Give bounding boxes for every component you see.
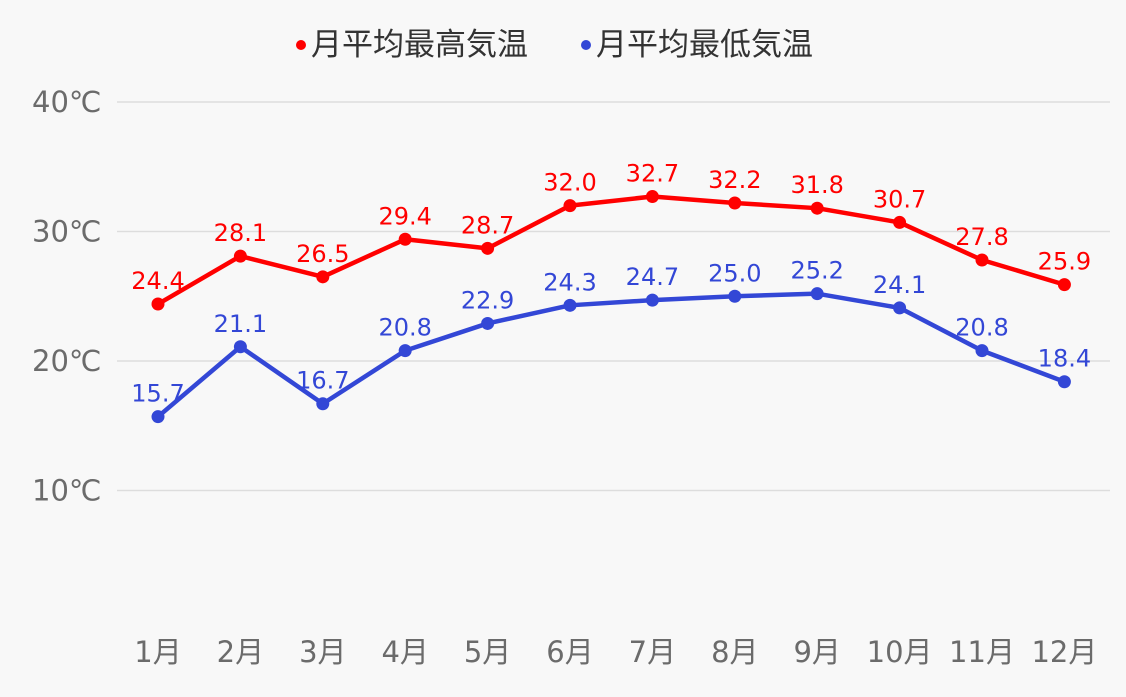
data-point[interactable] xyxy=(810,287,824,301)
data-label: 21.1 xyxy=(214,310,267,338)
legend: 月平均最高気温 月平均最低気温 xyxy=(296,27,813,63)
x-tick-label: 1月 xyxy=(134,635,181,669)
x-tick-label: 4月 xyxy=(381,635,428,669)
data-label: 28.7 xyxy=(461,211,514,239)
y-tick-label: 30℃ xyxy=(32,215,101,249)
data-label: 25.9 xyxy=(1038,248,1091,276)
data-point[interactable] xyxy=(481,316,495,330)
data-label: 28.1 xyxy=(214,219,267,247)
series-group: 24.4 28.1 26.5 29.4 28.7 32.0 32.7 32.2 31.8 30.7… xyxy=(131,160,1091,424)
data-point[interactable] xyxy=(893,215,907,229)
data-label: 26.5 xyxy=(296,240,349,268)
data-point[interactable] xyxy=(728,289,742,303)
data-label: 32.7 xyxy=(626,160,679,188)
y-axis: 10℃ 20℃ 30℃ 40℃ xyxy=(32,85,101,508)
data-label: 24.4 xyxy=(131,267,184,295)
data-point[interactable] xyxy=(481,241,495,255)
data-label: 29.4 xyxy=(378,202,431,230)
data-point[interactable] xyxy=(975,253,989,267)
x-tick-label: 9月 xyxy=(793,635,840,669)
data-point[interactable] xyxy=(398,344,412,358)
x-tick-label: 11月 xyxy=(949,635,1015,669)
gridlines xyxy=(117,101,1110,492)
series-high: 24.4 28.1 26.5 29.4 28.7 32.0 32.7 32.2 31.8 30.7… xyxy=(131,160,1091,311)
legend-label-low: 月平均最低気温 xyxy=(596,27,813,63)
x-tick-label: 12月 xyxy=(1031,635,1097,669)
data-label: 24.1 xyxy=(873,271,926,299)
data-point[interactable] xyxy=(1057,375,1071,389)
data-label: 20.8 xyxy=(378,314,431,342)
data-point[interactable] xyxy=(316,397,330,411)
data-label: 20.8 xyxy=(955,314,1008,342)
y-tick-label: 10℃ xyxy=(32,474,101,508)
y-tick-label: 20℃ xyxy=(32,344,101,378)
x-axis: 1月 2月 3月 4月 5月 6月 7月 8月 9月 10月 11月 12月 xyxy=(134,635,1097,669)
data-point[interactable] xyxy=(728,196,742,210)
data-label: 25.0 xyxy=(708,259,761,287)
data-label: 27.8 xyxy=(955,223,1008,251)
data-point[interactable] xyxy=(233,249,247,263)
data-point[interactable] xyxy=(563,199,577,213)
data-point[interactable] xyxy=(810,201,824,215)
data-point[interactable] xyxy=(316,270,330,284)
x-tick-label: 5月 xyxy=(464,635,511,669)
series-line xyxy=(156,291,1066,419)
legend-label-high: 月平均最高気温 xyxy=(311,27,528,63)
data-label: 18.4 xyxy=(1038,345,1091,373)
data-point[interactable] xyxy=(893,301,907,315)
data-point[interactable] xyxy=(151,297,165,311)
data-point[interactable] xyxy=(1057,278,1071,292)
data-label: 25.2 xyxy=(790,257,843,285)
x-tick-label: 8月 xyxy=(711,635,758,669)
data-label: 16.7 xyxy=(296,367,349,395)
x-tick-label: 6月 xyxy=(546,635,593,669)
data-point[interactable] xyxy=(975,344,989,358)
x-tick-label: 7月 xyxy=(629,635,676,669)
data-point[interactable] xyxy=(645,190,659,204)
data-label: 31.8 xyxy=(790,171,843,199)
data-point[interactable] xyxy=(151,410,165,424)
data-label: 32.2 xyxy=(708,166,761,194)
data-point[interactable] xyxy=(563,298,577,312)
data-point[interactable] xyxy=(645,293,659,307)
data-point[interactable] xyxy=(398,232,412,246)
x-tick-label: 10月 xyxy=(867,635,933,669)
data-label: 24.3 xyxy=(543,268,596,296)
x-tick-label: 3月 xyxy=(299,635,346,669)
data-label: 30.7 xyxy=(873,185,926,213)
data-label: 32.0 xyxy=(543,169,596,197)
series-low: 15.7 21.1 16.7 20.8 22.9 24.3 24.7 25.0 25.2 24.1… xyxy=(131,257,1091,424)
data-point[interactable] xyxy=(233,340,247,354)
data-label: 24.7 xyxy=(626,263,679,291)
data-label: 15.7 xyxy=(131,380,184,408)
legend-marker-high xyxy=(296,40,306,50)
y-tick-label: 40℃ xyxy=(32,85,101,119)
x-tick-label: 2月 xyxy=(217,635,264,669)
data-label: 22.9 xyxy=(461,286,514,314)
series-line xyxy=(156,194,1066,306)
legend-marker-low xyxy=(581,40,591,50)
